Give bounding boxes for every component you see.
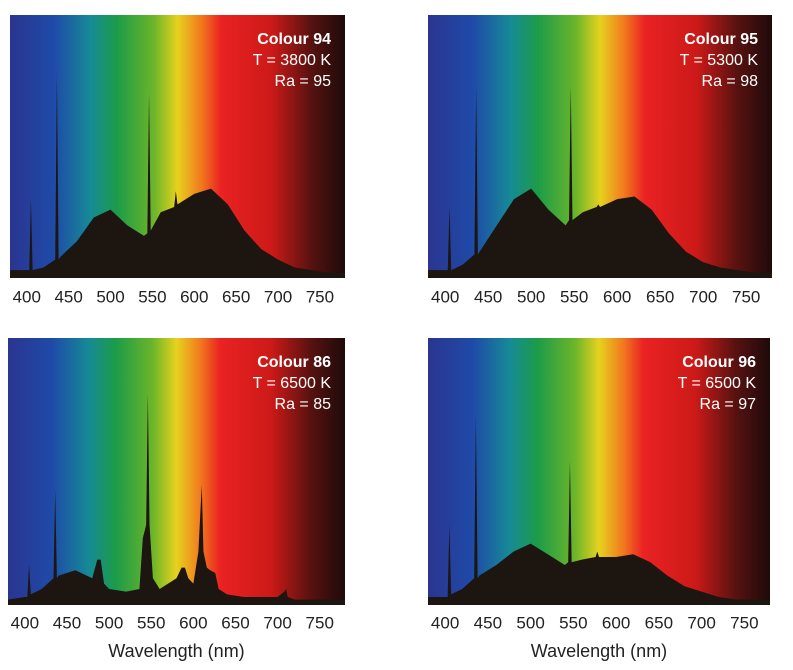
x-tick-label: 400 <box>11 613 39 632</box>
panel: 400 450 500 550 600 650 700 750 Colour 96 T = 650… <box>428 338 770 661</box>
x-tick-label: 550 <box>559 613 587 632</box>
x-tick-label: 650 <box>222 287 250 306</box>
x-tick-label: 400 <box>431 287 459 306</box>
x-tick-label: 650 <box>646 287 674 306</box>
panel-annotation: T = 6500 K <box>253 375 332 392</box>
x-tick-label: 550 <box>137 613 165 632</box>
panel-annotation: T = 5300 K <box>680 52 759 69</box>
panel-annotation: T = 3800 K <box>253 52 332 69</box>
panel: 400 450 500 550 600 650 700 750 Colour 94 T = 380… <box>10 15 345 306</box>
x-tick-label: 400 <box>431 613 459 632</box>
panel-title: Colour 94 <box>257 31 331 48</box>
spectrum-area <box>428 86 772 278</box>
panel: 400 450 500 550 600 650 700 750 Colour 86 T = 650… <box>8 338 345 661</box>
x-tick-label: 750 <box>732 287 760 306</box>
panel-title: Colour 96 <box>682 354 756 371</box>
x-tick-label: 700 <box>264 287 292 306</box>
x-tick-label: 500 <box>517 287 545 306</box>
panel-annotation: Ra = 97 <box>700 396 757 413</box>
x-tick-label: 700 <box>689 287 717 306</box>
x-tick-label: 450 <box>474 287 502 306</box>
x-tick-label: 750 <box>306 287 334 306</box>
x-axis-label: Wavelength (nm) <box>108 641 244 661</box>
x-tick-label: 450 <box>474 613 502 632</box>
x-tick-label: 400 <box>13 287 41 306</box>
panel-annotation: Ra = 95 <box>275 73 332 90</box>
x-tick-label: 700 <box>687 613 715 632</box>
spectrum-area <box>428 415 770 605</box>
spectrum-area <box>10 75 345 278</box>
x-tick-label: 500 <box>516 613 544 632</box>
x-tick-label: 500 <box>96 287 124 306</box>
x-axis-label: Wavelength (nm) <box>531 641 667 661</box>
panel-title: Colour 86 <box>257 354 331 371</box>
x-tick-label: 750 <box>306 613 334 632</box>
panel: 400 450 500 550 600 650 700 750 Colour 95 T = 530… <box>428 15 772 306</box>
x-tick-label: 600 <box>179 613 207 632</box>
x-tick-label: 600 <box>603 287 631 306</box>
x-tick-label: 450 <box>54 287 82 306</box>
x-tick-label: 550 <box>560 287 588 306</box>
x-tick-label: 650 <box>645 613 673 632</box>
panel-annotation: Ra = 85 <box>275 396 332 413</box>
x-tick-label: 600 <box>602 613 630 632</box>
x-tick-label: 500 <box>95 613 123 632</box>
spectrum-background <box>8 338 345 605</box>
x-tick-label: 600 <box>180 287 208 306</box>
x-tick-label: 700 <box>263 613 291 632</box>
x-tick-label: 750 <box>730 613 758 632</box>
x-tick-label: 450 <box>53 613 81 632</box>
x-tick-label: 650 <box>221 613 249 632</box>
panel-title: Colour 95 <box>684 31 758 48</box>
panel-annotation: T = 6500 K <box>678 375 757 392</box>
panel-annotation: Ra = 98 <box>702 73 759 90</box>
x-tick-label: 550 <box>138 287 166 306</box>
